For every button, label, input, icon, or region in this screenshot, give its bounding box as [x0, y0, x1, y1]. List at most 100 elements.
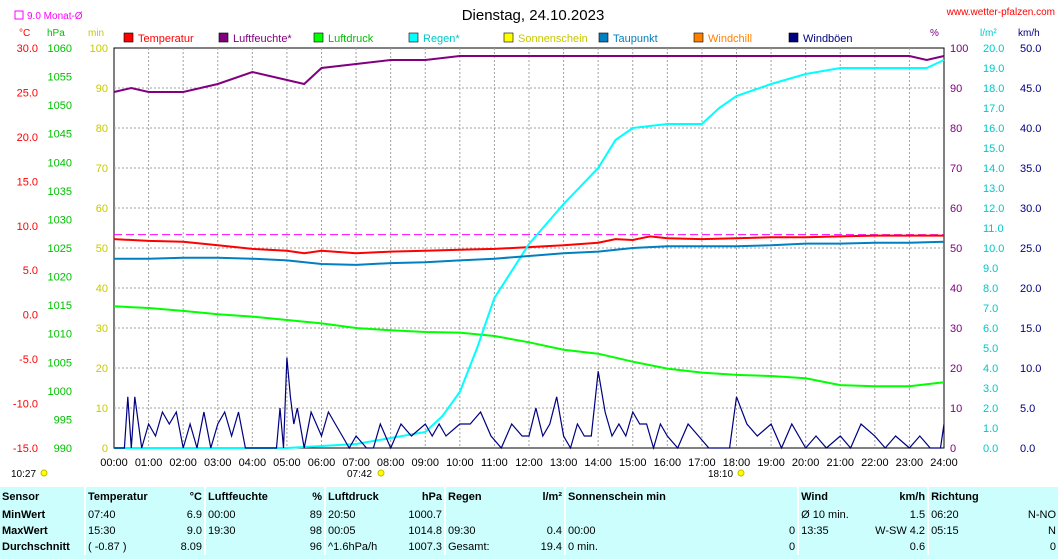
summary-row-avg: Durchschnitt( -0.87 ) 8.09 96 ^1.6hPa/h 1007… — [0, 539, 1058, 555]
x-tick-label: 23:00 — [896, 457, 924, 469]
y-tick-label-wind_kmh: 50.0 — [1020, 43, 1041, 55]
y-tick-label-temp_c: 25.0 — [17, 87, 38, 99]
col-sun: Sonnenschein min — [565, 487, 800, 507]
y-tick-label-temp_c: 0.0 — [23, 310, 38, 322]
legend-label: Windböen — [803, 33, 853, 45]
series-line-temperatur — [113, 234, 944, 255]
y-tick-label-pressure_hpa: 1010 — [48, 329, 72, 341]
x-tick-label: 22:00 — [861, 457, 889, 469]
x-tick-label: 19:00 — [757, 457, 785, 469]
summary-cell-wind-v: 0.6 — [873, 539, 930, 555]
sunset-icon — [737, 469, 745, 477]
y-tick-label-humidity_pct: 90 — [950, 83, 962, 95]
y-tick-label-humidity_pct: 70 — [950, 163, 962, 175]
x-tick-label: 11:00 — [481, 457, 508, 469]
summary-cell-label: Durchschnitt — [0, 539, 86, 555]
summary-cell-temp-t: 07:40 — [88, 509, 116, 521]
sunrise-label: 07:42 — [347, 469, 372, 480]
x-tick-label: 09:00 — [411, 457, 439, 469]
col-temp-unit: °C — [170, 487, 206, 507]
summary-cell-temp-v: 8.09 — [170, 539, 206, 555]
x-tick-label: 21:00 — [826, 457, 854, 469]
y-tick-label-temp_c: 30.0 — [17, 43, 38, 55]
y-tick-label-rain_lm2: 18.0 — [983, 83, 1004, 95]
x-tick-label: 08:00 — [377, 457, 405, 469]
col-hum-unit: % — [290, 487, 326, 507]
y-tick-label-sunshine_min: 20 — [96, 363, 108, 375]
summary-cell-dir-v: N — [1048, 525, 1056, 537]
unit-hpa: hPa — [47, 28, 65, 39]
y-tick-label-rain_lm2: 12.0 — [983, 203, 1004, 215]
y-tick-label-humidity_pct: 10 — [950, 403, 962, 415]
legend-swatch — [218, 32, 229, 43]
x-tick-label: 17:00 — [688, 457, 716, 469]
y-tick-label-pressure_hpa: 1055 — [48, 72, 72, 84]
y-tick-label-rain_lm2: 19.0 — [983, 63, 1004, 75]
y-tick-label-humidity_pct: 20 — [950, 363, 962, 375]
y-tick-label-rain_lm2: 10.0 — [983, 243, 1004, 255]
y-tick-label-temp_c: -5.0 — [19, 354, 38, 366]
col-hum: Luftfeuchte — [208, 491, 268, 503]
monat-avg-marker-icon — [14, 10, 24, 20]
x-tick-label: 13:00 — [550, 457, 578, 469]
monat-avg-label: 9.0 Monat-Ø — [27, 11, 83, 22]
summary-cell-hum-t: 00:00 — [208, 509, 236, 521]
y-tick-label-wind_kmh: 45.0 — [1020, 83, 1041, 95]
y-tick-label-rain_lm2: 1.0 — [983, 423, 998, 435]
y-tick-label-sunshine_min: 70 — [96, 163, 108, 175]
summary-cell-wind-t: Ø 10 min. — [801, 509, 849, 521]
y-tick-label-rain_lm2: 5.0 — [983, 343, 998, 355]
legend-swatch — [598, 32, 609, 43]
y-tick-label-wind_kmh: 30.0 — [1020, 203, 1041, 215]
y-tick-label-rain_lm2: 4.0 — [983, 363, 998, 375]
series-line-regen — [114, 59, 945, 449]
legend-label: Luftfeuchte* — [233, 33, 292, 45]
legend-swatch — [788, 32, 799, 43]
y-tick-label-sunshine_min: 50 — [96, 243, 108, 255]
summary-cell-dir-t — [928, 539, 993, 555]
y-tick-label-temp_c: 5.0 — [23, 265, 38, 277]
legend-swatch — [503, 32, 514, 43]
summary-cell-temp-t: ( -0.87 ) — [88, 541, 127, 553]
summary-cell-hum-t — [205, 539, 290, 555]
col-rain: Regen — [448, 491, 482, 503]
summary-row-max: MaxWert 15:30 9.0 19:30 98 00:05 1014.8 09:30 0.… — [0, 523, 1058, 539]
y-tick-label-pressure_hpa: 1005 — [48, 357, 72, 369]
unit-temp: °C — [19, 28, 30, 39]
summary-cell-pres-v: 1000.7 — [400, 507, 446, 523]
summary-cell-hum-v: 98 — [290, 523, 326, 539]
y-tick-label-wind_kmh: 20.0 — [1020, 283, 1041, 295]
y-tick-label-rain_lm2: 15.0 — [983, 143, 1004, 155]
unit-wind: km/h — [1018, 28, 1040, 39]
x-tick-label: 01:00 — [135, 457, 163, 469]
summary-cell-rain-t: 09:30 — [448, 525, 476, 537]
summary-cell-sun-t: 00:00 — [568, 525, 596, 537]
y-tick-label-rain_lm2: 6.0 — [983, 323, 998, 335]
y-tick-label-rain_lm2: 8.0 — [983, 283, 998, 295]
summary-cell-sun-v: 0 — [741, 523, 800, 539]
summary-cell-wind-v: W-SW 4.2 — [873, 523, 930, 539]
y-tick-label-sunshine_min: 80 — [96, 123, 108, 135]
x-tick-label: 16:00 — [654, 457, 682, 469]
y-tick-label-rain_lm2: 11.0 — [983, 223, 1004, 235]
y-tick-label-pressure_hpa: 1045 — [48, 129, 72, 141]
y-tick-label-temp_c: 20.0 — [17, 132, 38, 144]
y-tick-label-humidity_pct: 50 — [950, 243, 962, 255]
legend-swatch — [123, 32, 134, 43]
site-link[interactable]: www.wetter-pfalzen.com — [946, 7, 1055, 18]
col-rain-unit: l/m² — [520, 487, 566, 507]
moon-icon — [40, 469, 48, 477]
col-dir: Richtung — [931, 491, 979, 503]
legend-swatch — [313, 32, 324, 43]
y-tick-label-pressure_hpa: 1035 — [48, 186, 72, 198]
sunset-label: 18:10 — [708, 469, 733, 480]
x-tick-label: 10:00 — [446, 457, 474, 469]
y-tick-label-pressure_hpa: 1050 — [48, 100, 72, 112]
y-tick-label-rain_lm2: 3.0 — [983, 383, 998, 395]
x-tick-label: 12:00 — [515, 457, 543, 469]
summary-cell-rain-v: 0.4 — [520, 523, 566, 539]
y-tick-label-rain_lm2: 0.0 — [983, 443, 998, 455]
moonrise-label: 10:27 — [11, 469, 36, 480]
x-tick-label: 07:00 — [342, 457, 370, 469]
y-tick-label-pressure_hpa: 995 — [54, 414, 72, 426]
